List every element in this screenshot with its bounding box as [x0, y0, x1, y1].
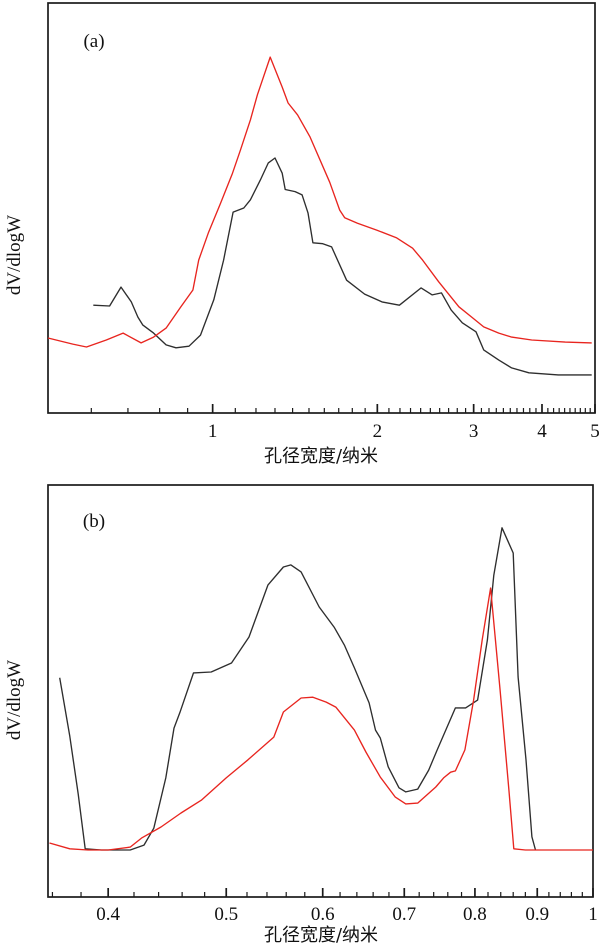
x-axis-label-a: 孔径宽度/纳米	[264, 446, 378, 467]
x-tick-label: 2	[373, 421, 383, 442]
x-tick-label: 0.5	[214, 904, 238, 925]
series-black-curve	[93, 157, 592, 376]
x-tick-label: 5	[590, 421, 600, 442]
x-axis-label-b: 孔径宽度/纳米	[264, 925, 378, 946]
plot-box	[47, 484, 594, 898]
y-axis-label-a: dV/dlogW	[4, 215, 25, 295]
x-tick-label: 0.7	[392, 904, 416, 925]
chart-b-plot-area: 0.4 0.5 0.6 0.7 0.8 0.9 1	[47, 484, 598, 925]
series-black-curve	[59, 527, 537, 851]
x-tick-label: 0.9	[525, 904, 549, 925]
series-red-curve	[49, 587, 593, 851]
x-tick-label: 4	[537, 421, 547, 442]
x-tick-label: 0.6	[311, 904, 335, 925]
series-red-curve	[47, 56, 592, 348]
panel-label-a: (a)	[83, 31, 104, 52]
panel-label-b: (b)	[83, 511, 105, 532]
y-axis-label-b: dV/dlogW	[4, 660, 25, 740]
x-tick-label: 3	[469, 421, 479, 442]
x-tick-label: 1	[588, 904, 598, 925]
x-tick-label: 1	[208, 421, 218, 442]
plot-box	[47, 2, 596, 414]
x-tick-label: 0.8	[463, 904, 487, 925]
x-tick-label: 0.4	[96, 904, 120, 925]
chart-a-plot-area: 1 2 3 4 5	[47, 2, 600, 442]
